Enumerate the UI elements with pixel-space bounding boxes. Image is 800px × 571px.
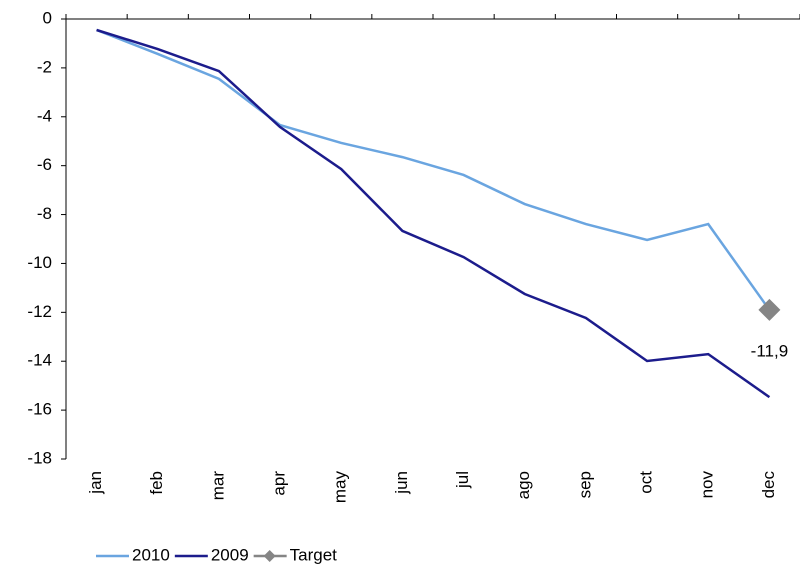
target-marker [758,298,781,321]
y-tick-label: -4 [37,106,52,125]
y-tick-label: -18 [27,448,52,467]
x-tick-label: nov [698,471,717,499]
x-tick-label: jul [453,471,472,489]
x-tick-label: dec [759,471,778,499]
x-tick-label: feb [147,471,166,495]
y-tick-label: -16 [27,400,52,419]
series-line [96,28,771,399]
y-tick-label: -6 [37,155,52,174]
y-tick-label: -2 [37,57,52,76]
legend-label: Target [290,545,338,564]
y-tick-label: 0 [43,8,52,27]
legend-label: 2009 [211,545,249,564]
x-tick-label: sep [575,471,594,498]
x-tick-label: apr [270,471,289,496]
x-tick-label: mar [208,471,227,501]
x-tick-label: may [331,471,350,504]
y-tick-label: -12 [27,302,52,321]
legend-marker [263,550,276,562]
x-tick-label: jan [86,471,105,495]
data-label: -11,9 [751,341,789,360]
y-tick-label: -10 [27,253,52,272]
y-tick-label: -14 [27,351,52,370]
x-tick-label: ago [514,471,533,499]
series-line [96,28,771,311]
x-tick-label: jun [392,471,411,495]
y-tick-label: -8 [37,204,52,223]
legend-label: 2010 [132,545,170,564]
x-tick-label: oct [637,471,656,494]
